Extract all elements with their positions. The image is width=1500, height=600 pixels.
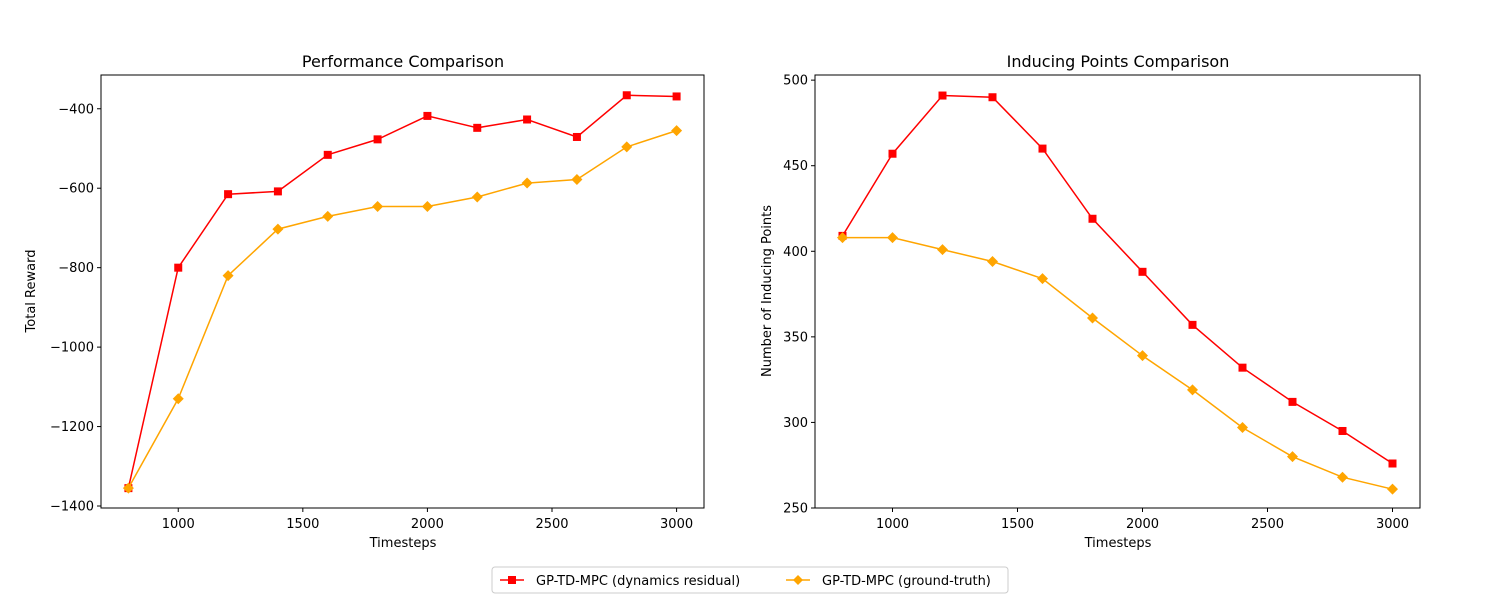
data-point-square bbox=[1238, 363, 1247, 372]
x-axis-label: Timesteps bbox=[1084, 536, 1152, 551]
y-axis-label: Total Reward bbox=[24, 250, 39, 334]
performance-chart-panel: Performance Comparison Timesteps Total R… bbox=[24, 52, 705, 551]
series-line bbox=[841, 94, 1393, 465]
data-point-diamond bbox=[172, 393, 184, 405]
y-tick-label: −600 bbox=[58, 182, 94, 197]
y-tick-label: 250 bbox=[783, 502, 808, 517]
data-point-diamond bbox=[1237, 422, 1248, 434]
legend-frame bbox=[491, 566, 1009, 594]
y-tick-label: −1000 bbox=[50, 341, 94, 356]
y-tick-label: 350 bbox=[783, 330, 808, 345]
data-point-square bbox=[473, 123, 482, 132]
y-tick-label: −800 bbox=[58, 261, 94, 276]
data-point-diamond bbox=[671, 125, 683, 137]
data-point-diamond bbox=[521, 177, 533, 189]
data-point-square bbox=[1088, 214, 1097, 223]
data-point-diamond bbox=[1087, 312, 1098, 324]
square-marker-icon bbox=[508, 576, 516, 584]
data-point-square bbox=[1138, 267, 1147, 276]
y-tick-label: 400 bbox=[783, 245, 808, 260]
data-point-diamond bbox=[222, 270, 234, 282]
data-point-diamond bbox=[1187, 384, 1198, 396]
data-point-square bbox=[938, 91, 947, 100]
y-tick-label: 450 bbox=[783, 159, 808, 174]
y-axis-label: Number of Inducing Points bbox=[760, 205, 775, 377]
x-tick-label: 1000 bbox=[876, 517, 909, 532]
diamond-marker-icon bbox=[793, 575, 803, 585]
legend: GP-TD-MPC (dynamics residual) GP-TD-MPC … bbox=[491, 566, 1009, 594]
data-point-square bbox=[1188, 320, 1197, 329]
data-point-square bbox=[1338, 426, 1347, 435]
data-point-diamond bbox=[122, 482, 134, 494]
series-line bbox=[127, 129, 677, 489]
plot-area bbox=[100, 74, 705, 509]
data-point-diamond bbox=[1387, 483, 1398, 495]
x-tick-label: 2500 bbox=[1251, 517, 1284, 532]
data-point-diamond bbox=[987, 256, 998, 268]
chart-title: Performance Comparison bbox=[302, 52, 504, 71]
data-point-diamond bbox=[421, 200, 433, 212]
data-point-square bbox=[273, 187, 282, 196]
series-line bbox=[842, 236, 1393, 490]
x-tick-label: 2000 bbox=[1126, 517, 1159, 532]
x-tick-label: 3000 bbox=[1376, 517, 1409, 532]
legend-item-ground-truth: GP-TD-MPC (ground-truth) bbox=[786, 574, 991, 589]
data-point-diamond bbox=[272, 223, 284, 235]
data-point-diamond bbox=[1037, 273, 1048, 285]
data-point-diamond bbox=[937, 244, 948, 256]
x-tick-label: 1500 bbox=[286, 517, 319, 532]
data-point-square bbox=[523, 115, 532, 124]
data-point-diamond bbox=[621, 141, 633, 153]
legend-item-dynamics-residual: GP-TD-MPC (dynamics residual) bbox=[500, 574, 740, 589]
legend-label: GP-TD-MPC (dynamics residual) bbox=[536, 574, 740, 589]
data-point-square bbox=[672, 92, 681, 101]
x-tick-label: 1000 bbox=[162, 517, 195, 532]
x-tick-label: 2000 bbox=[411, 517, 444, 532]
data-point-square bbox=[423, 111, 432, 120]
data-point-diamond bbox=[571, 173, 583, 185]
data-point-diamond bbox=[322, 210, 334, 222]
data-point-diamond bbox=[887, 232, 898, 244]
data-point-square bbox=[988, 93, 997, 102]
data-point-diamond bbox=[1137, 350, 1148, 362]
data-point-square bbox=[1388, 459, 1397, 468]
data-point-diamond bbox=[837, 232, 848, 244]
data-point-square bbox=[224, 190, 233, 199]
data-point-diamond bbox=[471, 191, 483, 203]
y-tick-label: 500 bbox=[783, 74, 808, 89]
data-point-square bbox=[888, 149, 897, 158]
data-point-square bbox=[1288, 397, 1297, 406]
x-tick-label: 3000 bbox=[660, 517, 693, 532]
y-tick-label: −1200 bbox=[50, 420, 94, 435]
y-tick-label: −400 bbox=[58, 102, 94, 117]
plot-area bbox=[814, 74, 1421, 509]
x-tick-label: 1500 bbox=[1001, 517, 1034, 532]
series-line bbox=[127, 94, 677, 489]
data-point-square bbox=[373, 135, 382, 144]
data-point-square bbox=[1038, 144, 1047, 153]
inducing-points-chart-panel: Inducing Points Comparison Timesteps Num… bbox=[760, 52, 1421, 551]
data-point-diamond bbox=[1337, 471, 1348, 483]
y-tick-label: 300 bbox=[783, 416, 808, 431]
data-point-square bbox=[174, 263, 183, 272]
data-point-diamond bbox=[372, 200, 384, 212]
data-point-diamond bbox=[1287, 451, 1298, 463]
chart-title: Inducing Points Comparison bbox=[1007, 52, 1230, 71]
x-axis-label: Timesteps bbox=[369, 536, 437, 551]
y-tick-label: −1400 bbox=[50, 500, 94, 515]
x-tick-label: 2500 bbox=[535, 517, 568, 532]
data-point-square bbox=[323, 150, 332, 159]
data-point-square bbox=[572, 132, 581, 141]
legend-label: GP-TD-MPC (ground-truth) bbox=[822, 574, 991, 589]
data-point-square bbox=[622, 91, 631, 100]
